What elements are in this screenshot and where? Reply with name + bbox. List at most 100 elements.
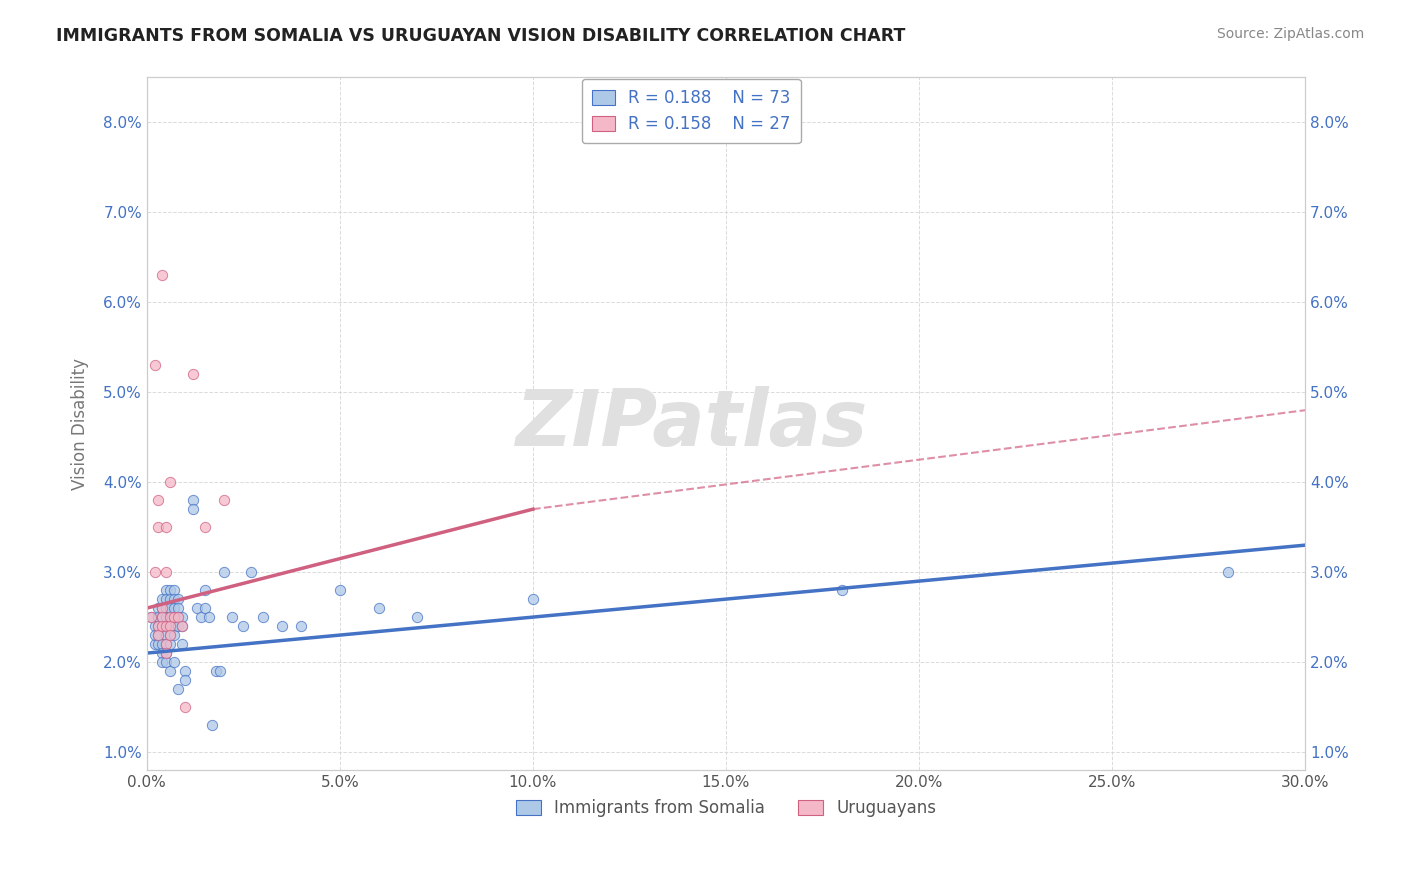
Point bbox=[159, 628, 181, 642]
Point bbox=[148, 520, 170, 534]
Point bbox=[194, 601, 217, 615]
Point bbox=[181, 502, 204, 516]
Point bbox=[170, 619, 193, 633]
Y-axis label: Vision Disability: Vision Disability bbox=[72, 358, 89, 490]
Point bbox=[143, 628, 166, 642]
Point bbox=[170, 619, 193, 633]
Point bbox=[166, 601, 188, 615]
Point bbox=[155, 619, 177, 633]
Point bbox=[170, 610, 193, 624]
Point bbox=[155, 601, 177, 615]
Point bbox=[155, 583, 177, 598]
Point bbox=[166, 610, 188, 624]
Point bbox=[1216, 565, 1239, 579]
Point bbox=[212, 565, 235, 579]
Point bbox=[831, 583, 853, 598]
Point bbox=[155, 646, 177, 660]
Point bbox=[163, 619, 186, 633]
Point bbox=[522, 592, 544, 607]
Point bbox=[139, 610, 162, 624]
Point bbox=[201, 718, 224, 732]
Point bbox=[181, 493, 204, 508]
Point bbox=[159, 664, 181, 678]
Point bbox=[166, 681, 188, 696]
Point bbox=[174, 673, 197, 687]
Point bbox=[155, 628, 177, 642]
Point bbox=[170, 637, 193, 651]
Point bbox=[155, 565, 177, 579]
Point bbox=[155, 520, 177, 534]
Point bbox=[139, 610, 162, 624]
Point bbox=[150, 655, 173, 669]
Point bbox=[159, 619, 181, 633]
Text: IMMIGRANTS FROM SOMALIA VS URUGUAYAN VISION DISABILITY CORRELATION CHART: IMMIGRANTS FROM SOMALIA VS URUGUAYAN VIS… bbox=[56, 27, 905, 45]
Point bbox=[163, 592, 186, 607]
Point bbox=[148, 619, 170, 633]
Point bbox=[150, 619, 173, 633]
Point bbox=[155, 646, 177, 660]
Point bbox=[148, 610, 170, 624]
Point bbox=[181, 368, 204, 382]
Point bbox=[163, 610, 186, 624]
Point bbox=[232, 619, 254, 633]
Point bbox=[159, 610, 181, 624]
Point bbox=[163, 655, 186, 669]
Point bbox=[240, 565, 263, 579]
Point bbox=[150, 619, 173, 633]
Point bbox=[290, 619, 312, 633]
Point bbox=[148, 619, 170, 633]
Point bbox=[148, 628, 170, 642]
Point bbox=[209, 664, 232, 678]
Point bbox=[166, 619, 188, 633]
Point bbox=[163, 610, 186, 624]
Point bbox=[159, 610, 181, 624]
Point bbox=[174, 664, 197, 678]
Point bbox=[150, 268, 173, 283]
Point bbox=[329, 583, 352, 598]
Legend: Immigrants from Somalia, Uruguayans: Immigrants from Somalia, Uruguayans bbox=[509, 793, 943, 824]
Point bbox=[163, 601, 186, 615]
Point bbox=[155, 637, 177, 651]
Point bbox=[155, 637, 177, 651]
Point bbox=[197, 610, 219, 624]
Point bbox=[143, 637, 166, 651]
Point bbox=[150, 601, 173, 615]
Point bbox=[190, 610, 212, 624]
Point bbox=[406, 610, 429, 624]
Point bbox=[205, 664, 228, 678]
Point bbox=[148, 628, 170, 642]
Point bbox=[163, 583, 186, 598]
Point bbox=[150, 610, 173, 624]
Point bbox=[166, 592, 188, 607]
Point bbox=[150, 592, 173, 607]
Point bbox=[159, 628, 181, 642]
Point bbox=[155, 610, 177, 624]
Point bbox=[155, 592, 177, 607]
Point bbox=[174, 700, 197, 714]
Point bbox=[150, 646, 173, 660]
Point bbox=[271, 619, 294, 633]
Point bbox=[150, 637, 173, 651]
Point bbox=[159, 619, 181, 633]
Point bbox=[150, 610, 173, 624]
Point bbox=[221, 610, 243, 624]
Point bbox=[194, 583, 217, 598]
Point bbox=[143, 619, 166, 633]
Point bbox=[252, 610, 274, 624]
Point bbox=[212, 493, 235, 508]
Point bbox=[143, 358, 166, 372]
Point bbox=[159, 637, 181, 651]
Point bbox=[159, 592, 181, 607]
Point bbox=[163, 628, 186, 642]
Point bbox=[143, 565, 166, 579]
Text: Source: ZipAtlas.com: Source: ZipAtlas.com bbox=[1216, 27, 1364, 41]
Point bbox=[367, 601, 389, 615]
Point bbox=[148, 493, 170, 508]
Point bbox=[155, 655, 177, 669]
Point bbox=[159, 601, 181, 615]
Point bbox=[194, 520, 217, 534]
Point bbox=[159, 475, 181, 490]
Point bbox=[148, 601, 170, 615]
Point bbox=[159, 583, 181, 598]
Point bbox=[166, 610, 188, 624]
